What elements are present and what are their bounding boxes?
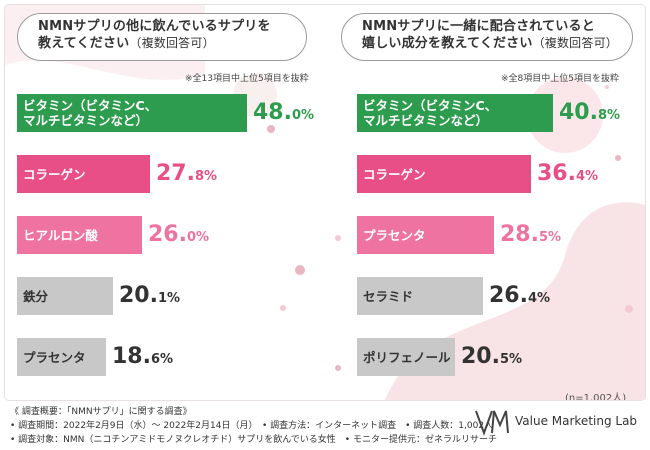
value-label-main: 26. [489,283,528,308]
value-label: 26.0% [148,216,209,254]
bar-label-line: セラミド [363,288,414,304]
value-label-decimal: 4% [575,169,599,184]
decor-dot [267,125,275,133]
bar-label: コラーゲン [363,167,426,182]
right-question-bubble: NMNサプリに一緒に配合されていると 嬉しい成分を教えてください（複数回答可） [341,13,633,61]
bar-left-3: 鉄分 [17,277,113,315]
bar-label-line: ポリフェノール [363,349,451,365]
value-label: 48.0% [253,94,314,132]
value-label-decimal: 1% [157,291,181,306]
value-label-main: 48. [253,100,292,125]
bar-label: ビタミン（ビタミンC、 マルチビタミンなど） [363,98,497,128]
value-label: 20.1% [119,277,180,315]
value-label-decimal: 0% [186,230,210,245]
bar-label-line: プラセンタ [23,349,86,365]
value-label: 40.8% [559,94,620,132]
left-question-line-1: NMNサプリの他に飲んでいるサプリを [38,19,271,34]
left-question-sub: （複数回答可） [129,36,215,50]
value-label: 18.6% [112,338,173,376]
bar-left-4: プラセンタ [17,338,106,376]
value-label-main: 27. [156,161,195,186]
decor-dot [335,235,341,241]
value-label: 27.8% [156,155,217,193]
bar-label: セラミド [363,289,413,304]
bar-label: ヒアルロン酸 [23,228,98,243]
bar-right-4: ポリフェノール [357,338,455,376]
logo-v-stroke [475,410,493,436]
value-label-main: 26. [148,222,187,247]
bar-label: プラセンタ [23,350,86,365]
decor-dot [625,305,633,313]
value-label-main: 20. [461,344,500,369]
bar-label-line: ビタミン（ビタミンC、 [23,98,158,113]
chart-panel: NMNサプリの他に飲んでいるサプリを 教えてください（複数回答可） NMNサプリ… [4,4,646,401]
right-note: ※全8項目中上位5項目を抜粋 [501,74,619,84]
value-label: 20.5% [461,338,522,376]
value-label-main: 18. [112,344,151,369]
left-question-bubble: NMNサプリの他に飲んでいるサプリを 教えてください（複数回答可） [17,13,307,61]
bar-right-1: コラーゲン [357,155,531,193]
value-label-main: 20. [119,283,158,308]
bar-label-line: マルチビタミンなど） [363,113,489,128]
bar-label-line: マルチビタミンなど） [23,113,149,128]
footer-line-3: • 調査対象：NMN（ニコチンアミドモノヌクレオチド）サプリを飲んでいる女性 •… [10,435,497,445]
bar-left-2: ヒアルロン酸 [17,216,142,254]
logo-m-stroke [491,410,509,434]
footer-line-2: • 調査期間：2022年2月9日（水）～ 2022年2月14日（月） • 調査方… [10,421,494,431]
value-label-decimal: 4% [527,291,551,306]
right-question-sub: （複数回答可） [532,36,618,50]
value-label-main: 40. [559,100,598,125]
value-label: 26.4% [489,277,550,315]
left-question-line-2: 教えてください [38,36,130,51]
value-label: 28.5% [500,216,561,254]
bar-left-1: コラーゲン [17,155,150,193]
value-label-decimal: 8% [194,169,218,184]
bar-left-0: ビタミン（ビタミンC、 マルチビタミンなど） [17,94,247,132]
decor-dot [615,155,621,161]
bar-label: プラセンタ [363,228,426,243]
value-label: 36.4% [537,155,598,193]
decor-dot [605,85,609,89]
value-label-decimal: 0% [291,108,315,123]
bar-label: ビタミン（ビタミンC、 マルチビタミンなど） [23,98,157,128]
bar-label-line: ビタミン（ビタミンC、 [363,98,498,113]
value-label-decimal: 5% [499,352,523,367]
value-label-main: 28. [500,222,539,247]
footer-line-1: 《 調査概要：「NMNサプリ」に関する調査》 [10,407,192,417]
bar-label: ポリフェノール [363,350,451,365]
bar-label-line: コラーゲン [23,166,86,182]
bar-right-2: プラセンタ [357,216,494,254]
logo-text: Value Marketing Lab [515,414,638,428]
bar-label-line: コラーゲン [363,166,426,182]
decor-dot [335,365,341,371]
value-marketing-lab-logo [475,410,509,436]
decor-dot [295,265,305,275]
value-label-decimal: 5% [538,230,562,245]
bar-label-line: プラセンタ [363,227,426,243]
sample-size-note: (n=1,002人) [565,393,627,401]
value-label-decimal: 6% [150,352,174,367]
bar-right-0: ビタミン（ビタミンC、 マルチビタミンなど） [357,94,553,132]
bar-label-line: ヒアルロン酸 [23,227,98,243]
right-question-line-1: NMNサプリに一緒に配合されていると [362,19,595,34]
bar-label: 鉄分 [23,289,48,304]
left-note: ※全13項目中上位5項目を抜粋 [185,74,309,84]
value-label-main: 36. [537,161,576,186]
right-question-line-2: 嬉しい成分を教えてください [362,36,533,51]
bar-right-3: セラミド [357,277,483,315]
decor-dot [280,305,286,311]
bar-label-line: 鉄分 [23,288,49,304]
value-label-decimal: 8% [597,108,621,123]
bar-label: コラーゲン [23,167,86,182]
